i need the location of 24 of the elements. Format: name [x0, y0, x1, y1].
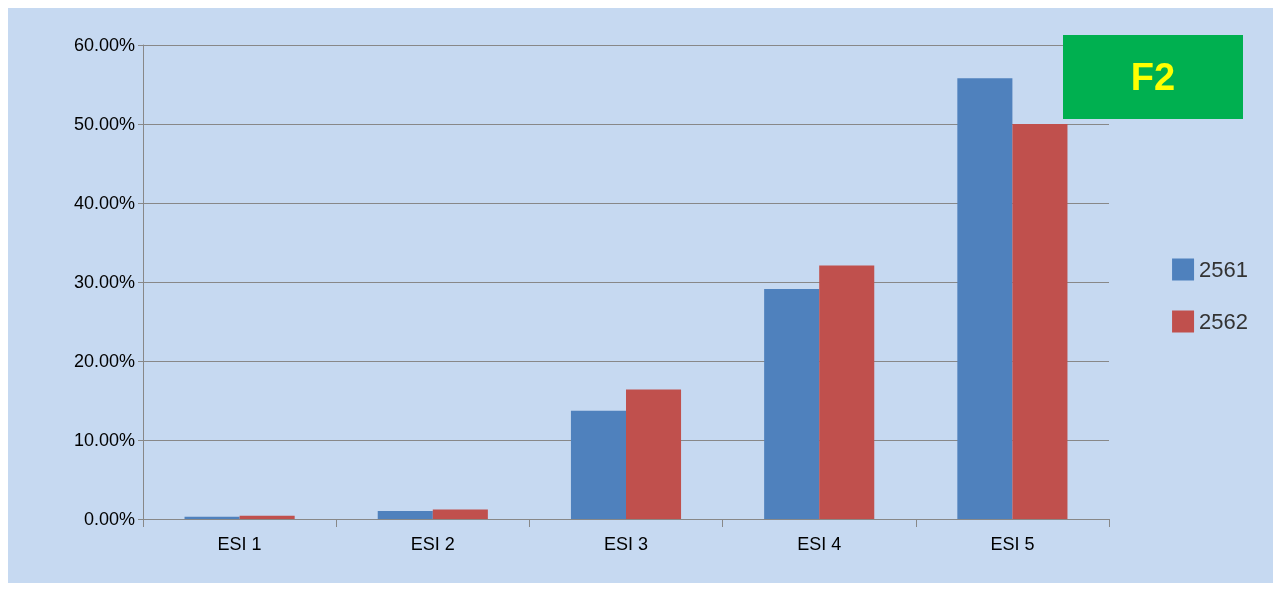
bar — [239, 515, 295, 519]
y-tick-label: 10.00% — [73, 430, 135, 450]
legend-label: 2561 — [1199, 257, 1249, 282]
y-tick-label: 50.00% — [73, 114, 135, 134]
x-tick-label: ESI 1 — [217, 534, 262, 554]
y-tick-label: 20.00% — [73, 351, 135, 371]
bar — [819, 265, 875, 519]
x-tick-label: ESI 3 — [603, 534, 649, 554]
bar — [570, 410, 626, 519]
bar — [626, 389, 682, 519]
bar — [377, 511, 433, 519]
x-tick-label: ESI 4 — [797, 534, 842, 554]
x-tick-label: ESI 2 — [410, 534, 455, 554]
bar — [957, 78, 1013, 519]
y-tick-label: 60.00% — [73, 35, 135, 55]
label-tag: F2 — [1063, 35, 1243, 119]
y-tick-label: 40.00% — [73, 193, 135, 213]
bar — [432, 509, 488, 519]
y-tick-label: 0.00% — [83, 509, 135, 529]
x-tick-label: ESI 5 — [990, 534, 1035, 554]
y-tick-label: 30.00% — [73, 272, 135, 292]
bar — [1012, 124, 1068, 519]
bar — [764, 289, 820, 519]
legend-label: 2562 — [1199, 309, 1249, 334]
